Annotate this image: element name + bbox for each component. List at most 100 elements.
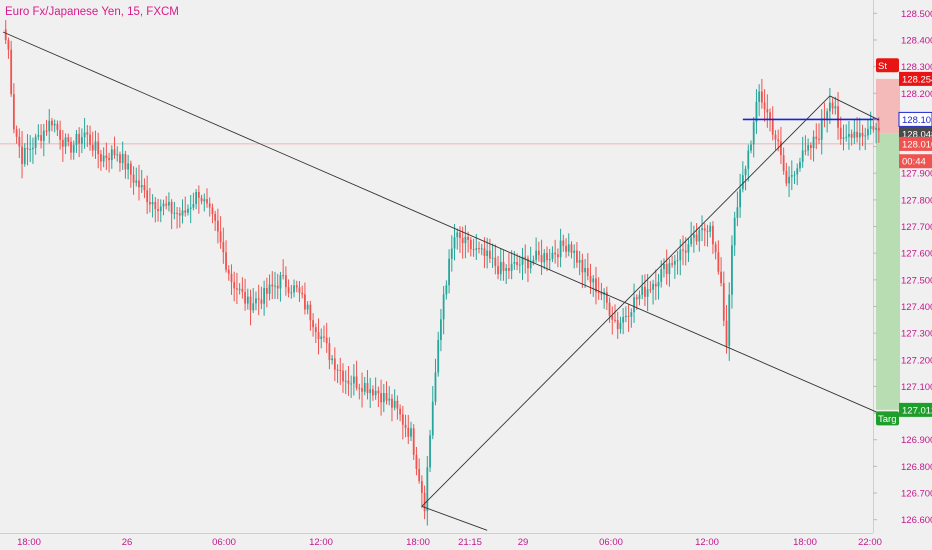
y-tick-label: 127.800: [901, 195, 932, 206]
candle-body: [597, 292, 600, 294]
candle-body: [388, 398, 391, 401]
candle-body: [589, 276, 592, 283]
candle-body: [565, 245, 567, 252]
candle-body: [363, 383, 366, 392]
candle-body: [853, 131, 856, 138]
candle-body: [148, 202, 151, 205]
candle-body: [845, 136, 848, 138]
candle-body: [165, 203, 168, 206]
candle-body: [804, 150, 807, 152]
candle-body: [831, 102, 834, 109]
candle-body: [592, 278, 595, 283]
candle-body: [663, 263, 665, 270]
target-zone: [876, 133, 900, 410]
candle-body: [766, 109, 769, 113]
candle-body: [83, 132, 86, 138]
candle-body: [380, 393, 382, 403]
candle-body: [53, 123, 56, 126]
candle-body: [826, 111, 829, 119]
candle-body: [246, 296, 249, 304]
candle-body: [793, 174, 796, 176]
candle-body: [268, 284, 271, 294]
candle-body: [731, 245, 733, 295]
candle-body: [551, 252, 554, 259]
candle-body: [113, 149, 116, 156]
candle-body: [138, 180, 140, 188]
candle-body: [461, 237, 464, 244]
candle-body: [328, 343, 331, 361]
candle-body: [733, 217, 736, 246]
candle-body: [140, 185, 143, 188]
candle-body: [355, 376, 358, 388]
candle-body: [510, 263, 513, 271]
candle-body: [771, 118, 774, 135]
y-tick-label: 127.200: [901, 355, 932, 366]
candle-body: [342, 370, 344, 382]
candle-body: [40, 135, 42, 141]
candle-body: [809, 145, 812, 149]
candle-body: [527, 258, 529, 269]
candle-body: [524, 256, 527, 259]
candle-body: [64, 137, 67, 147]
candle-body: [559, 240, 562, 258]
candle-body: [108, 158, 110, 161]
candle-body: [872, 126, 875, 130]
candle-body: [703, 228, 706, 231]
candle-body: [51, 120, 53, 126]
x-tick-label: 12:00: [695, 537, 719, 548]
x-tick-label: 29: [518, 537, 529, 548]
candle-body: [252, 303, 255, 311]
y-tick-label: 127.400: [901, 302, 932, 313]
candle-body: [546, 253, 548, 261]
trendline: [2, 31, 880, 414]
candle-body: [110, 149, 113, 161]
candle-body: [393, 400, 396, 408]
y-tick-label: 128.300: [901, 62, 932, 73]
candle-body: [717, 252, 720, 272]
candle-body: [309, 304, 312, 321]
candle-body: [537, 250, 540, 256]
candle-body: [758, 91, 761, 102]
price-label: 00:44: [902, 157, 926, 168]
candle-body: [839, 127, 842, 139]
candle-body: [657, 281, 660, 287]
candle-body: [336, 369, 339, 371]
price-label: 128.254: [902, 74, 932, 85]
candle-body: [385, 392, 388, 401]
candle-body: [102, 155, 105, 162]
candle-body: [820, 118, 823, 140]
candle-body: [32, 147, 34, 150]
candle-body: [785, 171, 788, 184]
candle-body: [709, 225, 712, 232]
candle-body: [790, 175, 793, 177]
candle-body: [18, 136, 21, 147]
candle-body: [429, 435, 431, 468]
candle-body: [467, 236, 470, 240]
candle-body: [271, 284, 274, 287]
y-tick-label: 127.100: [901, 382, 932, 393]
candle-body: [230, 273, 233, 283]
y-tick-label: 128.200: [901, 89, 932, 100]
candle-body: [344, 380, 347, 382]
candle-body: [619, 322, 622, 330]
candle-body: [660, 269, 663, 282]
candle-body: [828, 102, 831, 112]
candle-body: [116, 154, 119, 156]
candle-body: [431, 401, 434, 436]
candle-body: [728, 294, 731, 347]
candle-body: [567, 244, 570, 252]
candles-group: [4, 20, 880, 526]
candle-body: [682, 249, 684, 251]
candle-body: [624, 315, 627, 317]
candle-body: [652, 283, 654, 290]
candle-body: [377, 390, 380, 394]
candle-body: [521, 256, 524, 265]
candle-body: [401, 414, 404, 425]
candle-body: [10, 49, 13, 95]
candle-body: [673, 260, 676, 265]
candle-body: [448, 258, 450, 286]
candle-body: [236, 288, 238, 290]
candle-body: [159, 206, 162, 212]
candle-body: [143, 185, 146, 191]
